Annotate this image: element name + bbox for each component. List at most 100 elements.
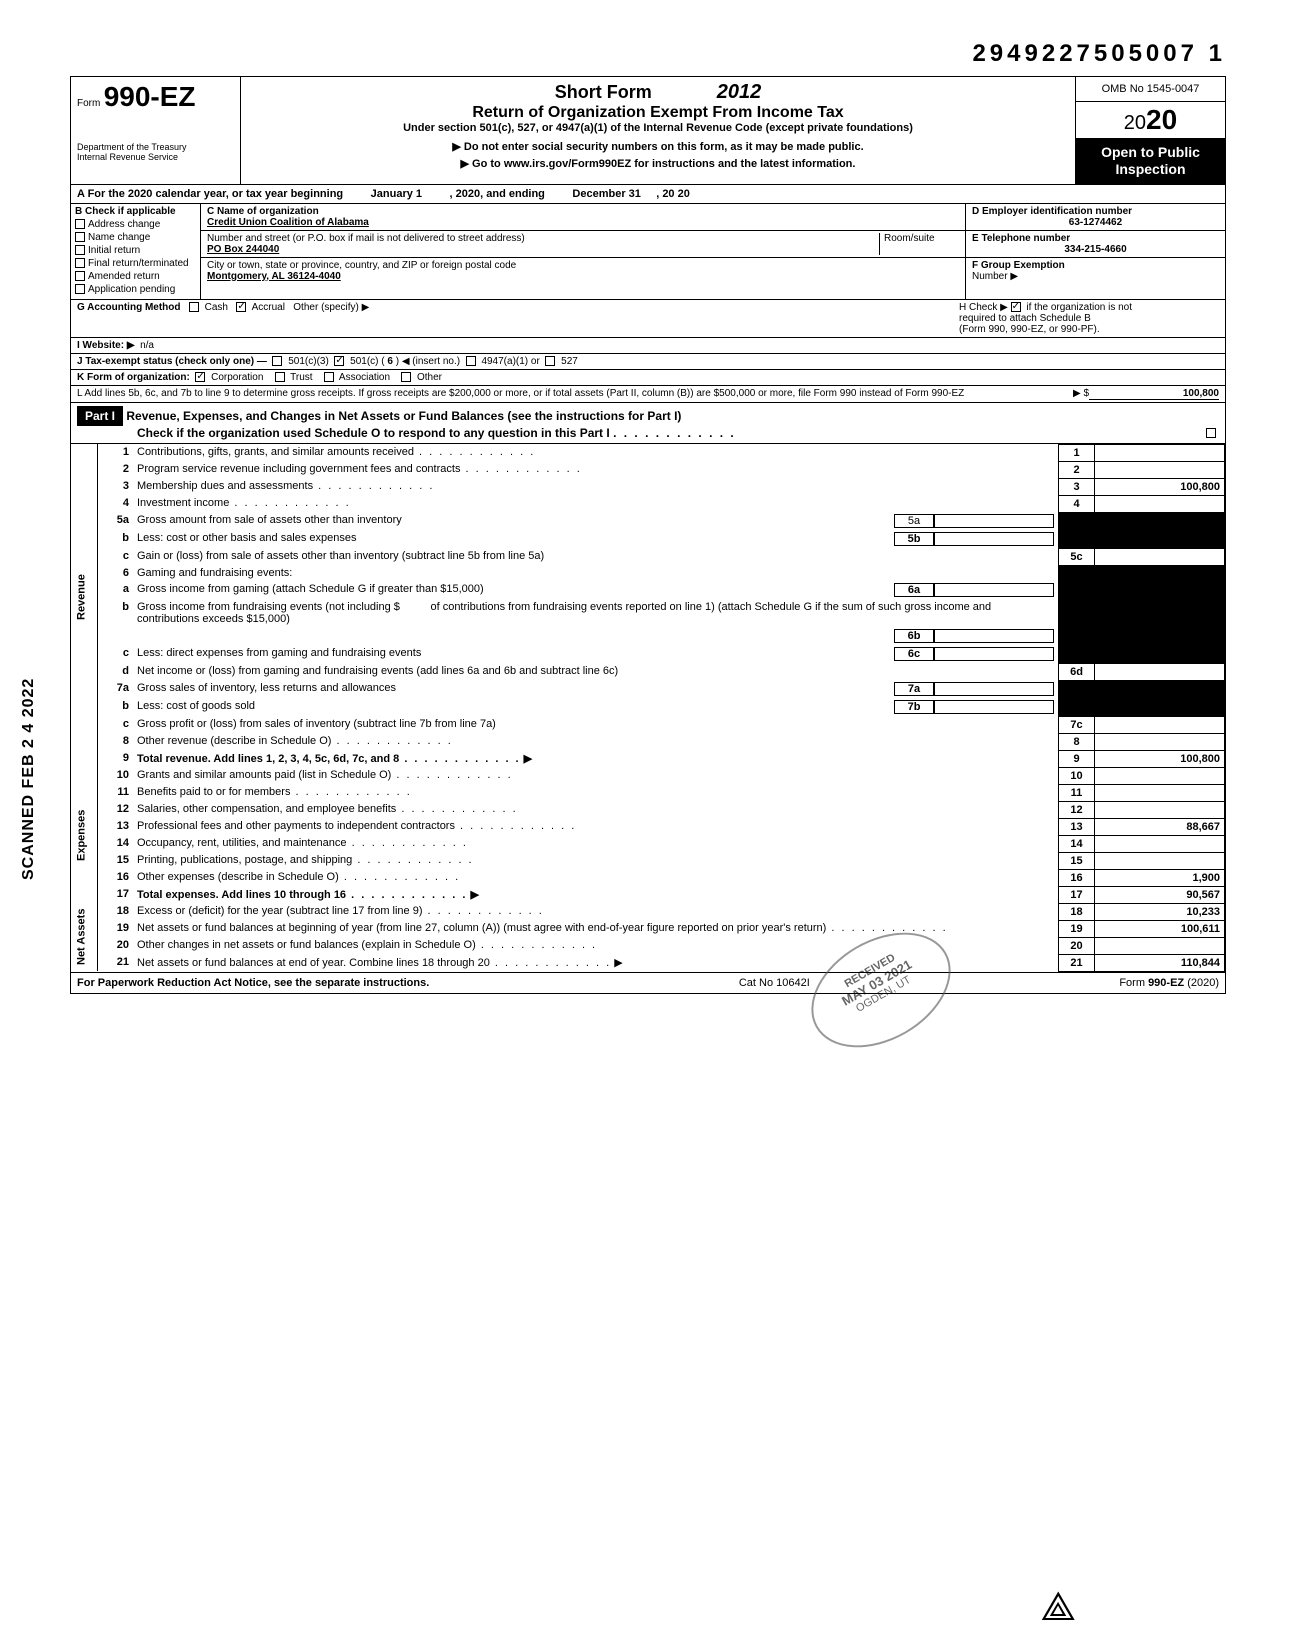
website: n/a (140, 340, 154, 351)
lbl-other-org: Other (417, 372, 442, 383)
lbl-amended-return: Amended return (88, 271, 160, 282)
l-arrow: ▶ $ (1039, 388, 1089, 400)
lbl-cash: Cash (205, 302, 228, 313)
l6d-desc: Net income or (loss) from gaming and fun… (133, 663, 1059, 680)
l16-val: 1,900 (1095, 869, 1225, 886)
under-section: Under section 501(c), 527, or 4947(a)(1)… (249, 122, 1067, 134)
form-right-block: OMB No 1545-0047 20202020 Open to Public… (1075, 77, 1225, 184)
l14-desc: Occupancy, rent, utilities, and maintena… (137, 837, 347, 849)
footer: For Paperwork Reduction Act Notice, see … (71, 972, 1225, 993)
l18-val: 10,233 (1095, 903, 1225, 920)
l9-val: 100,800 (1095, 750, 1225, 767)
form-990ez: Form 990-EZ Department of the Treasury I… (70, 76, 1226, 994)
l18-desc: Excess or (deficit) for the year (subtra… (137, 905, 423, 917)
chk-4947[interactable] (466, 356, 476, 366)
col-b: B Check if applicable Address change Nam… (71, 204, 201, 299)
501c-num: 6 (387, 356, 393, 367)
chk-other-org[interactable] (401, 372, 411, 382)
addr-header: Number and street (or P.O. box if mail i… (207, 233, 879, 244)
h-text3: required to attach Schedule B (959, 313, 1091, 324)
city-header: City or town, state or province, country… (207, 260, 959, 271)
scanned-stamp: SCANNED FEB 2 4 2022 (20, 678, 38, 880)
part1-title: Revenue, Expenses, and Changes in Net As… (126, 409, 681, 423)
lbl-501c3: 501(c)(3) (288, 356, 329, 367)
lbl-address-change: Address change (88, 219, 160, 230)
chk-527[interactable] (545, 356, 555, 366)
period-end: December 31 (572, 188, 641, 200)
title-return: Return of Organization Exempt From Incom… (249, 104, 1067, 122)
chk-name-change[interactable] (75, 232, 85, 242)
l21-desc: Net assets or fund balances at end of ye… (137, 957, 490, 969)
side-revenue: Revenue (71, 444, 97, 750)
dept-irs: Internal Revenue Service (77, 153, 234, 163)
chk-501c[interactable] (334, 356, 344, 366)
chk-trust[interactable] (275, 372, 285, 382)
l11-desc: Benefits paid to or for members (137, 786, 290, 798)
l1-desc: Contributions, gifts, grants, and simila… (137, 446, 414, 458)
phone: 334-215-4660 (972, 244, 1219, 255)
form-id-block: Form 990-EZ Department of the Treasury I… (71, 77, 241, 184)
l6a-desc: Gross income from gaming (attach Schedul… (137, 583, 894, 597)
l5c-desc: Gain or (loss) from sale of assets other… (137, 550, 544, 562)
footer-right: Form 990-EZ (2020) (1119, 977, 1219, 989)
side-expenses: Expenses (71, 767, 97, 903)
part1-check: Check if the organization used Schedule … (137, 426, 610, 440)
l19-val: 100,611 (1095, 920, 1225, 937)
chk-501c3[interactable] (272, 356, 282, 366)
h-text2: if the organization is not (1026, 302, 1132, 313)
l8-desc: Other revenue (describe in Schedule O) (137, 735, 331, 747)
chk-accrual[interactable] (236, 302, 246, 312)
part1-label: Part I (77, 406, 123, 426)
col-cde: C Name of organization Credit Union Coal… (201, 204, 965, 299)
period-pre: A For the 2020 calendar year, or tax yea… (77, 188, 343, 200)
l12-desc: Salaries, other compensation, and employ… (137, 803, 396, 815)
g-header: G Accounting Method (77, 302, 181, 313)
chk-h[interactable] (1011, 302, 1021, 312)
signature-mark: ⟁ (1040, 1583, 1076, 1630)
handwritten-year: 2012 (717, 81, 762, 103)
l7b-desc: Less: cost of goods sold (137, 700, 894, 714)
c-header: C Name of organization (207, 206, 959, 217)
org-name: Credit Union Coalition of Alabama (207, 217, 959, 228)
l6c-desc: Less: direct expenses from gaming and fu… (137, 647, 894, 661)
col-right: D Employer identification number 63-1274… (965, 204, 1225, 299)
f-header: F Group Exemption (972, 260, 1219, 271)
l16-desc: Other expenses (describe in Schedule O) (137, 871, 339, 883)
ein: 63-1274462 (972, 217, 1219, 228)
b-header: B Check if applicable (75, 206, 196, 217)
l17-desc: Total expenses. Add lines 10 through 16 (137, 889, 346, 901)
chk-address-change[interactable] (75, 219, 85, 229)
lbl-application-pending: Application pending (88, 284, 175, 295)
chk-cash[interactable] (189, 302, 199, 312)
l-value: 100,800 (1089, 388, 1219, 400)
period-yr: , 20 20 (656, 188, 690, 200)
h-check: H Check ▶ (959, 302, 1008, 313)
omb-number: OMB No 1545-0047 (1076, 77, 1225, 102)
j-header: J Tax-exempt status (check only one) — (77, 356, 267, 367)
h-text4: (Form 990, 990-EZ, or 990-PF). (959, 324, 1100, 335)
chk-amended-return[interactable] (75, 271, 85, 281)
l10-desc: Grants and similar amounts paid (list in… (137, 769, 391, 781)
lbl-insert: ) ◀ (insert no.) (396, 356, 460, 367)
l2-desc: Program service revenue including govern… (137, 463, 460, 475)
l6-desc: Gaming and fundraising events: (133, 565, 1059, 581)
goto-url: ▶ Go to www.irs.gov/Form990EZ for instru… (249, 157, 1067, 170)
period-mid: , 2020, and ending (450, 188, 545, 200)
lbl-501c: 501(c) ( (350, 356, 384, 367)
period-begin: January 1 (371, 188, 422, 200)
l19-desc: Net assets or fund balances at beginning… (137, 922, 826, 934)
chk-corporation[interactable] (195, 372, 205, 382)
chk-association[interactable] (324, 372, 334, 382)
chk-initial-return[interactable] (75, 245, 85, 255)
footer-left: For Paperwork Reduction Act Notice, see … (77, 977, 429, 989)
chk-schedule-o[interactable] (1206, 428, 1216, 438)
l7c-desc: Gross profit or (loss) from sales of inv… (137, 718, 496, 730)
l13-desc: Professional fees and other payments to … (137, 820, 455, 832)
d-header: D Employer identification number (972, 206, 1219, 217)
lbl-527: 527 (561, 356, 578, 367)
lbl-other-method: Other (specify) ▶ (293, 302, 369, 313)
chk-application-pending[interactable] (75, 284, 85, 294)
chk-final-return[interactable] (75, 258, 85, 268)
lines-table: Revenue 1 Contributions, gifts, grants, … (71, 444, 1225, 972)
inspection: Inspection (1080, 161, 1221, 178)
